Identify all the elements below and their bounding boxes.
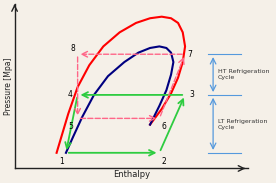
Y-axis label: Pressure [Mpa]: Pressure [Mpa] [4,58,13,115]
Text: LT Refrigeration
Cycle: LT Refrigeration Cycle [218,119,267,130]
Text: 3: 3 [190,90,195,99]
Text: 1: 1 [59,158,64,167]
X-axis label: Enthalpy: Enthalpy [113,170,150,179]
Text: HT Refrigeration
Cycle: HT Refrigeration Cycle [218,69,269,80]
Text: 6: 6 [162,122,167,130]
Text: 2: 2 [162,158,166,167]
Text: 4: 4 [68,90,73,99]
Text: 5: 5 [68,122,73,130]
Text: 7: 7 [187,50,192,59]
Text: 8: 8 [71,44,75,53]
